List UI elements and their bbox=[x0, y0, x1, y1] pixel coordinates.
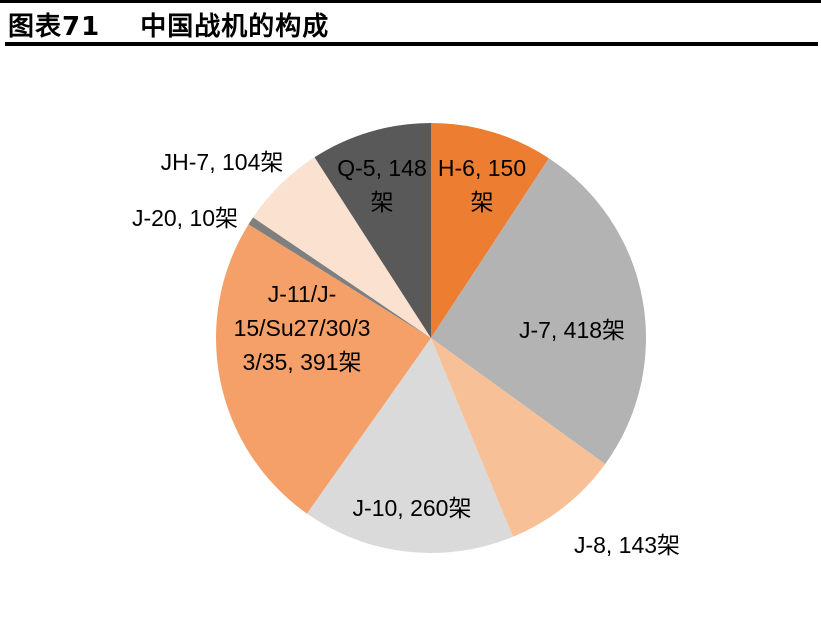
chart-title: 中国战机的构成 bbox=[140, 11, 330, 42]
pie-slice-j-10 bbox=[306, 338, 513, 553]
slice-label: Q-5, 148 架 bbox=[337, 155, 427, 215]
title-underline bbox=[5, 42, 818, 46]
pie-slice-jh-7 bbox=[253, 157, 431, 338]
slice-label: J-11/J-15/Su27/30/3 3/35, 391架 bbox=[234, 281, 371, 375]
slice-label: H-6, 150 架 bbox=[438, 155, 526, 215]
slice-label: J-8, 143架 bbox=[574, 532, 680, 558]
slice-label: J-10, 260架 bbox=[353, 495, 472, 521]
figure-number: 图表71 bbox=[8, 11, 101, 42]
top-rule bbox=[0, 0, 821, 3]
pie-slice-j-11-j-15-su27-30-33-35 bbox=[215, 224, 431, 514]
pie-slice-j-8 bbox=[431, 338, 606, 537]
pie-slice-h-6 bbox=[431, 123, 549, 338]
pie-slice-q-5 bbox=[314, 123, 431, 338]
pie-slice-j-7 bbox=[431, 158, 646, 465]
pie-labels: H-6, 150 架 J-7, 418架 J-8, 143架 J-10, 260架 J-1… bbox=[132, 149, 680, 558]
slice-label: J-7, 418架 bbox=[519, 317, 625, 343]
slice-label: J-20, 10架 bbox=[132, 205, 238, 231]
pie-slice-j-20 bbox=[248, 217, 431, 338]
slice-label: JH-7, 104架 bbox=[161, 149, 284, 175]
pie-slices bbox=[215, 123, 646, 553]
chart-title-bar: 图表71 中国战机的构成 bbox=[8, 6, 329, 42]
